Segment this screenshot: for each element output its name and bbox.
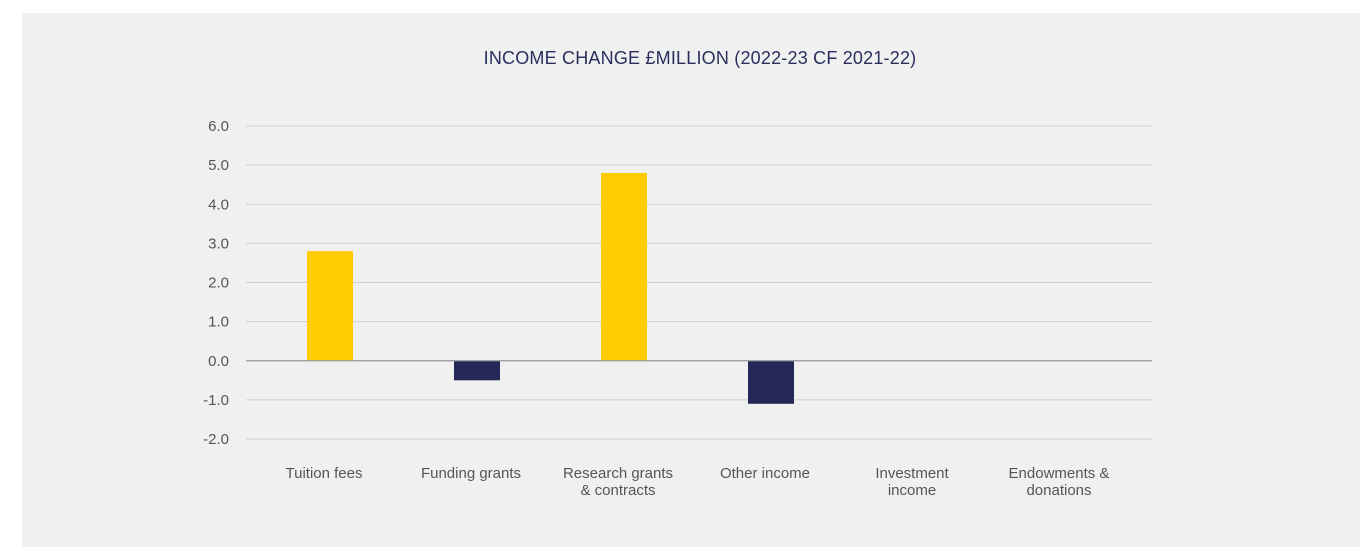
y-tick-label: 1.0 xyxy=(208,314,229,331)
x-axis-labels: Tuition fees Funding grants Research grant… xyxy=(286,465,1110,499)
y-tick-label: 2.0 xyxy=(208,275,229,292)
bar xyxy=(454,360,500,381)
y-tick-label: 3.0 xyxy=(208,235,229,252)
x-category-label: Funding grants xyxy=(421,465,521,482)
grid-lines xyxy=(246,125,1152,440)
x-category-label: Endowments & donations xyxy=(1009,465,1110,499)
y-tick-label: -2.0 xyxy=(203,431,229,448)
x-category-label: Investment income xyxy=(875,465,949,499)
chart-panel xyxy=(22,13,1360,547)
y-tick-label: 4.0 xyxy=(208,196,229,213)
y-axis-ticks: 6.0 5.0 4.0 3.0 2.0 1.0 0.0 -1.0 -2.0 xyxy=(203,118,229,448)
bar xyxy=(748,360,794,404)
y-tick-label: 6.0 xyxy=(208,118,229,135)
bars xyxy=(307,172,794,404)
chart-title: INCOME CHANGE £MILLION (2022-23 CF 2021-… xyxy=(483,48,917,68)
bar xyxy=(601,172,647,361)
x-category-label: Other income xyxy=(720,465,810,482)
y-tick-label: 5.0 xyxy=(208,157,229,174)
y-tick-label: 0.0 xyxy=(208,353,229,370)
x-category-label: Research grants & contracts xyxy=(563,465,673,499)
y-tick-label: -1.0 xyxy=(203,392,229,409)
bar xyxy=(307,251,353,361)
x-category-label: Tuition fees xyxy=(286,465,363,482)
